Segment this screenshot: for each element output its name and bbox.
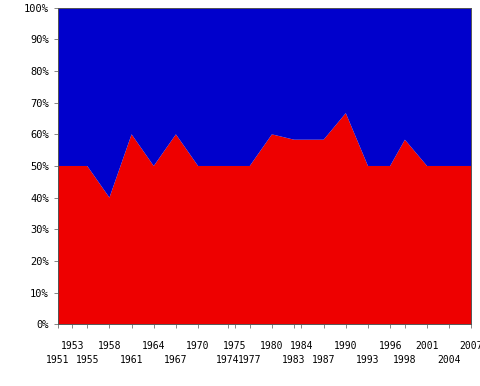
Text: 1953: 1953	[60, 341, 84, 351]
Text: 1977: 1977	[238, 355, 261, 365]
Text: 1961: 1961	[120, 355, 143, 365]
Text: 1983: 1983	[282, 355, 305, 365]
Text: 1955: 1955	[75, 355, 99, 365]
Text: 1984: 1984	[289, 341, 312, 351]
Text: 1958: 1958	[97, 341, 121, 351]
Text: 2007: 2007	[459, 341, 480, 351]
Text: 1951: 1951	[46, 355, 69, 365]
Text: 1980: 1980	[260, 341, 283, 351]
Text: 1974: 1974	[216, 355, 239, 365]
Text: 1996: 1996	[378, 341, 401, 351]
Text: 1987: 1987	[311, 355, 335, 365]
Text: 1975: 1975	[223, 341, 246, 351]
Text: 2001: 2001	[414, 341, 438, 351]
Text: 1967: 1967	[164, 355, 187, 365]
Text: 1970: 1970	[186, 341, 209, 351]
Text: 1964: 1964	[142, 341, 165, 351]
Text: 1993: 1993	[356, 355, 379, 365]
Text: 1998: 1998	[392, 355, 416, 365]
Text: 1990: 1990	[334, 341, 357, 351]
Text: 2004: 2004	[437, 355, 460, 365]
